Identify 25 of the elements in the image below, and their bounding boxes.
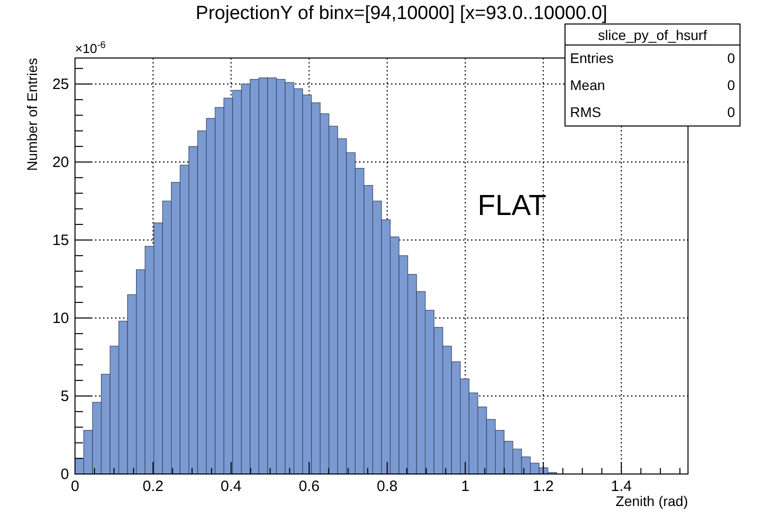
y-tick-label: 15	[52, 232, 69, 250]
x-tick-label: 0.8	[376, 478, 398, 495]
x-tick-label: 0.6	[298, 478, 320, 495]
annotation: Entries	[570, 50, 614, 66]
x-tick-label: 1.4	[610, 478, 632, 495]
text: ×10$^{-6}$	[75, 40, 106, 56]
x-tick-label: 1	[461, 478, 470, 495]
x-axis-title: Zenith (rad)	[616, 493, 688, 509]
annotation: FLAT	[478, 190, 547, 222]
y-tick-label: 5	[60, 388, 69, 406]
x-tick-label: 1.2	[532, 478, 554, 495]
y-axis-title: Number of Entries	[24, 58, 40, 171]
text: 0	[727, 77, 736, 93]
y-tick-label: 25	[52, 76, 69, 94]
y-tick-label: 20	[52, 154, 69, 172]
annotation: Mean	[570, 77, 606, 93]
text: 0	[727, 104, 736, 120]
x-tick-label: 0.2	[142, 478, 164, 495]
annotation: RMS	[570, 104, 602, 120]
text: 0	[727, 50, 736, 66]
x-tick-label: 0.4	[220, 478, 242, 495]
y-tick-label: 0	[60, 466, 69, 483]
text: slice_py_of_hsurf	[598, 27, 708, 43]
chart-title: ProjectionY of binx=[94,10000] [x=93.0..10000.0]	[196, 3, 608, 24]
y-tick-label: 10	[52, 310, 69, 328]
